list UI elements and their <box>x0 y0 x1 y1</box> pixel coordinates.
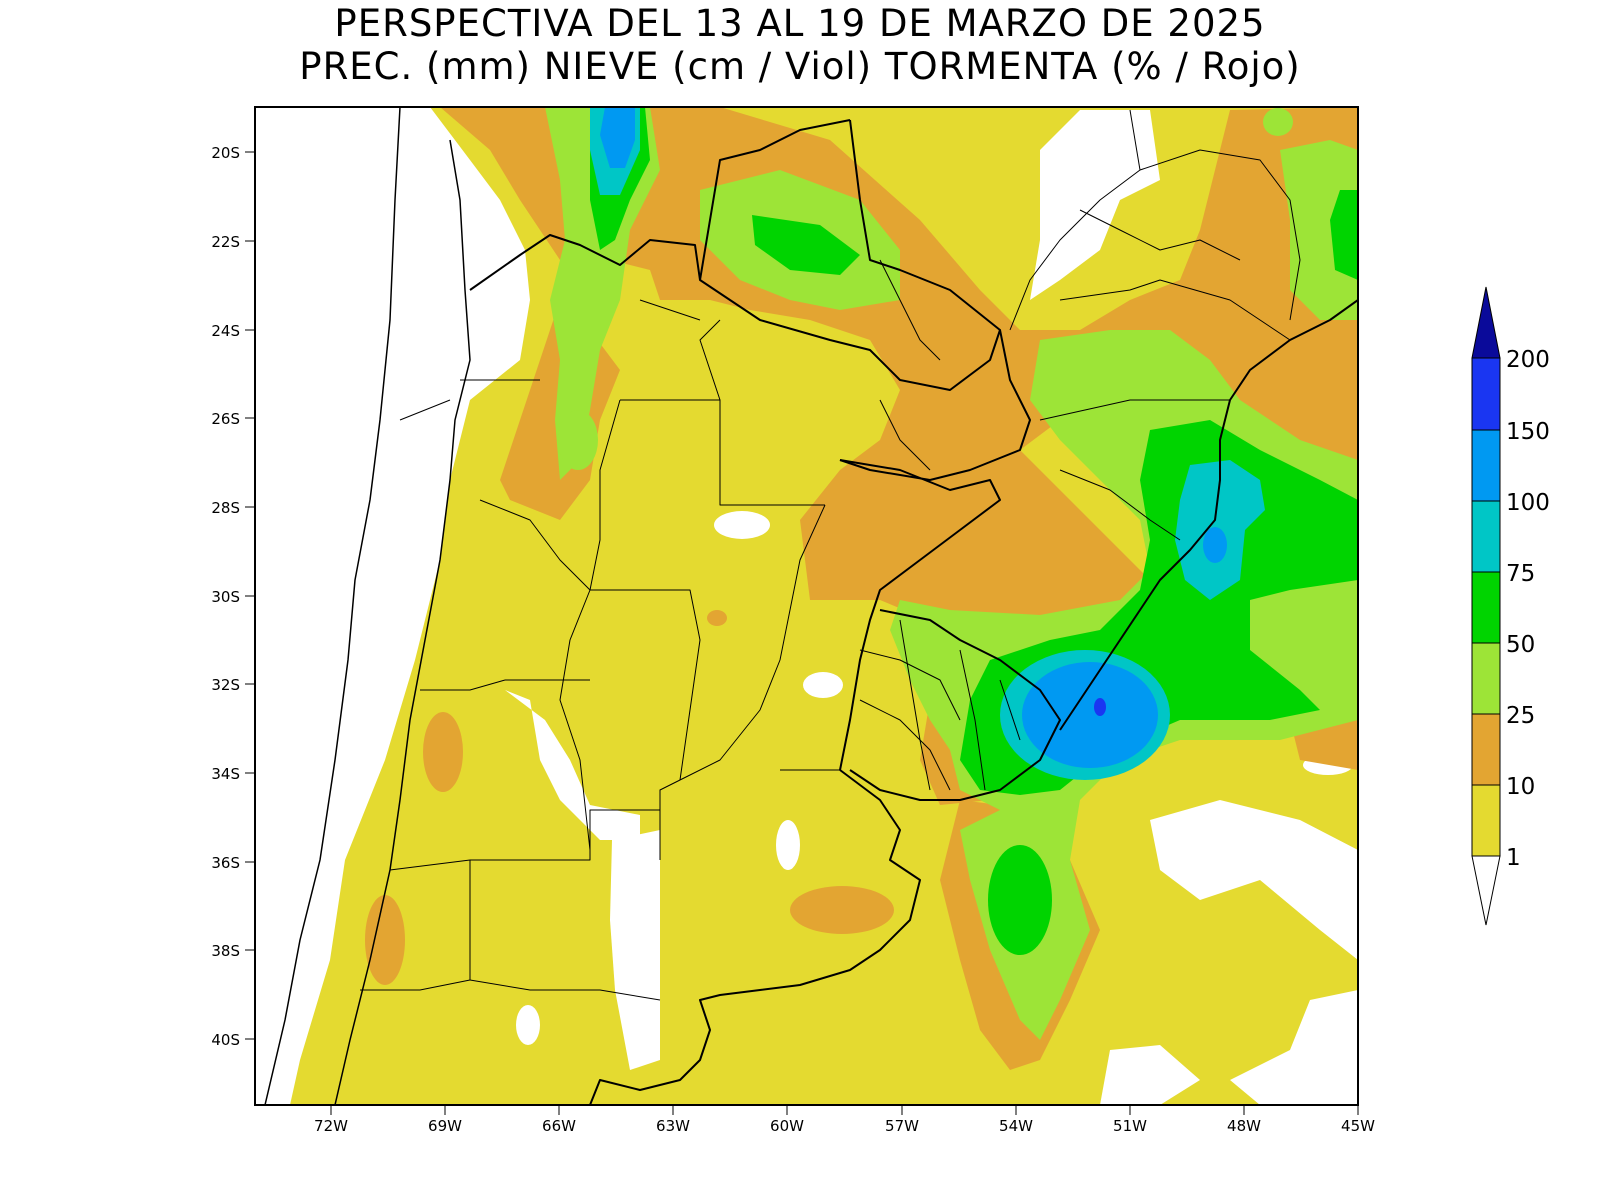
colorbar-legend: 1 10 25 50 75 100 150 200 <box>1471 286 1550 926</box>
lat-label: 28S <box>211 499 240 517</box>
colorbar-label: 150 <box>1506 419 1550 445</box>
colorbar-segment <box>1471 286 1501 359</box>
lat-label: 20S <box>211 144 240 162</box>
lon-tick: 51W <box>1113 1105 1147 1135</box>
lat-label: 26S <box>211 410 240 428</box>
lon-label: 60W <box>770 1117 804 1135</box>
lat-label: 36S <box>211 854 240 872</box>
lat-tick: 28S <box>211 499 255 517</box>
lon-tick: 63W <box>656 1105 690 1135</box>
lat-tick: 36S <box>211 854 255 872</box>
lat-tick: 38S <box>211 942 255 960</box>
lon-label: 72W <box>314 1117 348 1135</box>
lon-label: 48W <box>1227 1117 1261 1135</box>
colorbar-segment <box>1471 571 1501 644</box>
lon-label: 45W <box>1341 1117 1375 1135</box>
lon-label: 66W <box>542 1117 576 1135</box>
political-borders <box>264 107 1358 1105</box>
colorbar-label: 75 <box>1506 561 1535 587</box>
lon-tick: 72W <box>314 1105 348 1135</box>
lat-label: 32S <box>211 676 240 694</box>
colorbar-segment <box>1471 784 1501 857</box>
colorbar-label: 1 <box>1506 845 1521 871</box>
colorbar-segment <box>1471 855 1501 926</box>
colorbar-segment <box>1471 429 1501 502</box>
colorbar-segment <box>1471 357 1501 431</box>
lon-tick: 60W <box>770 1105 804 1135</box>
colorbar-label: 10 <box>1506 774 1535 800</box>
lon-label: 51W <box>1113 1117 1147 1135</box>
colorbar-segment <box>1471 500 1501 573</box>
lon-label: 63W <box>656 1117 690 1135</box>
map-title-line2: PREC. (mm) NIEVE (cm / Viol) TORMENTA (%… <box>299 45 1301 88</box>
precip-field <box>255 107 1358 1105</box>
colorbar-label: 50 <box>1506 632 1535 658</box>
lat-tick: 24S <box>211 322 255 340</box>
longitude-axis: 72W 69W 66W 63W 60W 57W 54W 51W 48W 45W <box>314 1105 1375 1135</box>
lon-tick: 66W <box>542 1105 576 1135</box>
lat-label: 40S <box>211 1031 240 1049</box>
colorbar-segment <box>1471 642 1501 715</box>
map-title-line1: PERSPECTIVA DEL 13 AL 19 DE MARZO DE 202… <box>334 2 1266 45</box>
lat-tick: 40S <box>211 1031 255 1049</box>
lat-tick: 26S <box>211 410 255 428</box>
colorbar-label: 200 <box>1506 347 1550 373</box>
lon-tick: 45W <box>1341 1105 1375 1135</box>
lat-tick: 34S <box>211 765 255 783</box>
lon-tick: 57W <box>885 1105 919 1135</box>
lat-label: 24S <box>211 322 240 340</box>
map-frame <box>254 106 1359 1106</box>
lat-tick: 30S <box>211 588 255 606</box>
lon-tick: 48W <box>1227 1105 1261 1135</box>
lat-label: 22S <box>211 233 240 251</box>
colorbar-label: 100 <box>1506 490 1550 516</box>
lat-tick: 22S <box>211 233 255 251</box>
lat-label: 34S <box>211 765 240 783</box>
lat-label: 30S <box>211 588 240 606</box>
precip-100-150 <box>600 107 1227 768</box>
lat-tick: 32S <box>211 676 255 694</box>
lon-tick: 69W <box>428 1105 462 1135</box>
lat-label: 38S <box>211 942 240 960</box>
lon-label: 54W <box>999 1117 1033 1135</box>
lon-label: 69W <box>428 1117 462 1135</box>
lon-label: 57W <box>885 1117 919 1135</box>
lon-tick: 54W <box>999 1105 1033 1135</box>
colorbar-segment <box>1471 713 1501 786</box>
colorbar-label: 25 <box>1506 703 1535 729</box>
precip-150-200 <box>1094 698 1106 716</box>
lat-tick: 20S <box>211 144 255 162</box>
latitude-axis: 20S 22S 24S 26S 28S 30S 32S 34S 36S 38S … <box>211 144 255 1049</box>
